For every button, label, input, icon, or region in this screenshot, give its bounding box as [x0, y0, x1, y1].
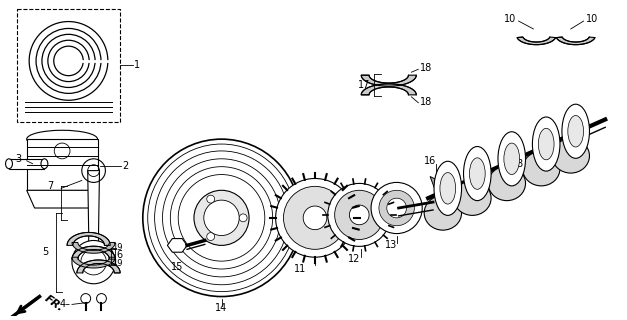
Text: 6: 6: [116, 250, 122, 260]
Text: 19: 19: [112, 243, 123, 252]
Polygon shape: [556, 37, 595, 45]
Circle shape: [72, 240, 115, 284]
Text: 1: 1: [134, 60, 140, 70]
Text: 15: 15: [171, 262, 184, 272]
Circle shape: [148, 144, 295, 292]
Text: 14: 14: [216, 303, 228, 313]
Text: 18: 18: [420, 63, 433, 73]
Ellipse shape: [568, 116, 584, 147]
Circle shape: [207, 233, 214, 241]
Circle shape: [194, 190, 249, 245]
Circle shape: [81, 249, 107, 275]
Circle shape: [204, 200, 240, 236]
Text: 16: 16: [424, 156, 436, 166]
Ellipse shape: [434, 161, 461, 215]
Bar: [27, 139, 98, 190]
Circle shape: [240, 214, 247, 222]
Ellipse shape: [504, 143, 520, 174]
Circle shape: [283, 186, 347, 249]
Text: 5: 5: [42, 247, 48, 257]
Circle shape: [143, 139, 300, 297]
Circle shape: [97, 293, 107, 303]
Polygon shape: [27, 190, 98, 208]
Polygon shape: [72, 243, 115, 253]
Polygon shape: [361, 75, 416, 86]
Circle shape: [178, 174, 265, 261]
Ellipse shape: [498, 132, 525, 186]
Ellipse shape: [562, 104, 589, 158]
Bar: [17, 9, 120, 123]
Circle shape: [276, 179, 354, 257]
Ellipse shape: [552, 139, 589, 173]
Circle shape: [155, 151, 288, 285]
Text: 13: 13: [384, 240, 397, 250]
Text: 4–: 4–: [59, 300, 70, 309]
Text: 10: 10: [504, 14, 517, 24]
Ellipse shape: [440, 172, 456, 204]
Bar: [9, 159, 45, 169]
Circle shape: [328, 183, 391, 246]
Ellipse shape: [532, 117, 560, 171]
Text: 2: 2: [122, 161, 129, 171]
Circle shape: [162, 159, 280, 277]
Text: 8: 8: [517, 159, 523, 169]
Ellipse shape: [470, 158, 485, 189]
Ellipse shape: [454, 181, 491, 215]
Circle shape: [387, 198, 406, 218]
Text: FR.: FR.: [43, 293, 65, 314]
Polygon shape: [167, 239, 187, 252]
Polygon shape: [72, 257, 115, 268]
Ellipse shape: [522, 151, 560, 186]
Circle shape: [171, 167, 273, 269]
Polygon shape: [77, 260, 120, 273]
Polygon shape: [88, 171, 100, 247]
Polygon shape: [361, 84, 416, 95]
Text: 12: 12: [348, 254, 361, 264]
Circle shape: [81, 293, 91, 303]
Ellipse shape: [41, 159, 48, 169]
Circle shape: [379, 190, 414, 226]
Text: 3: 3: [15, 154, 21, 164]
Polygon shape: [67, 232, 110, 245]
Ellipse shape: [6, 159, 13, 169]
Circle shape: [371, 182, 422, 234]
Circle shape: [335, 190, 384, 239]
Circle shape: [207, 195, 214, 203]
Circle shape: [303, 206, 327, 230]
Polygon shape: [72, 246, 115, 259]
Text: 17: 17: [357, 80, 370, 90]
Text: 11: 11: [294, 264, 307, 274]
Ellipse shape: [424, 196, 461, 230]
Polygon shape: [430, 177, 444, 196]
Text: 7: 7: [47, 181, 53, 191]
Circle shape: [349, 205, 369, 225]
Ellipse shape: [488, 166, 525, 201]
Ellipse shape: [463, 147, 491, 201]
Ellipse shape: [539, 128, 554, 160]
Polygon shape: [517, 37, 556, 45]
Text: 18: 18: [420, 97, 433, 107]
Text: 10: 10: [586, 14, 598, 24]
Text: 19: 19: [112, 259, 123, 268]
